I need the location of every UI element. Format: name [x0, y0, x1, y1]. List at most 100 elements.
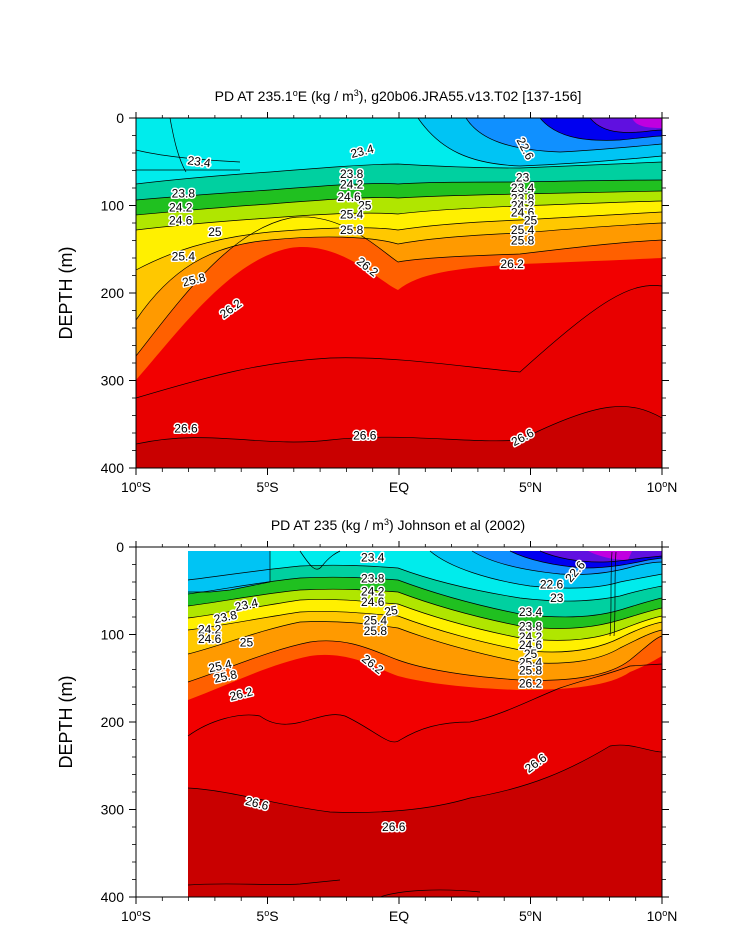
x-tick-degree: o — [137, 479, 142, 489]
x-tick-label: 10oN — [647, 479, 678, 495]
x-tick-label: EQ — [389, 479, 409, 495]
y-tick-label: 0 — [116, 539, 124, 555]
title-rest: E (kg / m — [298, 88, 354, 104]
x-tick-label: 5oN — [519, 908, 542, 924]
contour-label: 25.4 — [364, 614, 388, 628]
x-tick-num: 5 — [256, 908, 264, 924]
y-tick-label: 0 — [116, 110, 124, 126]
contour-label: 24.2 — [169, 200, 193, 214]
contour-label: 23 — [550, 591, 564, 605]
contour-label: 25.8 — [364, 624, 388, 638]
panel-model-title: PD AT 235.1oE (kg / m3), g20b06.JRA55.v1… — [215, 88, 582, 104]
contour-label: 26.6 — [174, 422, 198, 436]
x-tick-num: 5 — [519, 479, 527, 495]
contour-label: 22.6 — [540, 578, 564, 592]
band-25-4-25-8-obs — [188, 621, 662, 682]
missing-data-area — [136, 547, 188, 897]
x-tick-num: 5 — [256, 479, 264, 495]
band-23-8-24-2 — [136, 180, 662, 215]
band-26-6-plus-obs — [188, 745, 662, 897]
contour-label: 23.8 — [213, 608, 239, 627]
contour-label: 25 — [383, 603, 399, 619]
x-tick-num: 10 — [647, 479, 663, 495]
contour-label: 25 — [358, 199, 372, 213]
contour-label: 24.6 — [519, 638, 543, 652]
contour-label: 25.4 — [340, 207, 364, 221]
x-tick-degree: o — [662, 908, 667, 918]
band-21-0-21-4-obs — [588, 551, 632, 560]
band-22-6-23-0-obs — [188, 551, 270, 592]
contour-label: 24.6 — [337, 190, 361, 204]
contour-lines-model — [136, 118, 662, 445]
x-tick-degree: o — [662, 479, 667, 489]
panel-obs-title: PD AT 235 (kg / m3) Johnson et al (2002) — [271, 517, 525, 533]
contour-label: 25.4 — [519, 656, 543, 670]
contour-label: 25.4 — [172, 249, 196, 263]
band-21-0-21-4 — [632, 118, 662, 128]
y-axis-label-obs: DEPTH (m) — [56, 676, 76, 769]
contour-label: 24.2 — [198, 622, 222, 636]
band-26-2-26-6-obs — [188, 664, 662, 813]
y-tick-label: 100 — [101, 627, 125, 643]
band-25-4-25-8 — [136, 216, 662, 356]
band-24-2-24-6 — [136, 191, 662, 230]
x-tick-hemisphere: N — [532, 479, 542, 495]
contour-label: 24.2 — [511, 199, 535, 213]
contour-label: 25.4 — [511, 223, 535, 237]
title-main: PD AT 235.1 — [215, 88, 293, 104]
contour-label: 23.4 — [361, 551, 385, 565]
x-tick-hemisphere: S — [142, 479, 151, 495]
contour-label: 23.4 — [511, 181, 535, 195]
contour-label: 23.8 — [361, 572, 385, 586]
x-tick-hemisphere: S — [269, 479, 278, 495]
band-26-2-26-6 — [136, 285, 662, 444]
x-tick-num: 10 — [121, 479, 137, 495]
x-tick-degree: o — [137, 908, 142, 918]
x-tick-label: EQ — [389, 908, 409, 924]
y-tick-label: 100 — [101, 198, 125, 214]
x-tick-hemisphere: S — [269, 908, 278, 924]
title-tail: ), g20b06.JRA55.v13.T02 [137-156] — [359, 88, 582, 104]
x-tick-num: EQ — [389, 479, 409, 495]
contour-label: 23.8 — [340, 167, 364, 181]
contour-label: 25.8 — [511, 234, 535, 248]
contour-label: 26.2 — [519, 677, 543, 691]
y-tick-label: 300 — [101, 373, 125, 389]
x-tick-degree: o — [527, 908, 532, 918]
x-tick-hemisphere: N — [532, 908, 542, 924]
x-tick-num: 5 — [519, 908, 527, 924]
y-axis-label-model: DEPTH (m) — [56, 247, 76, 340]
contour-label: 25 — [208, 225, 222, 239]
contour-label: 26.6 — [382, 820, 406, 834]
contour-label: 24.2 — [519, 630, 543, 644]
y-tick-label: 200 — [101, 714, 125, 730]
x-tick-hemisphere: N — [667, 479, 677, 495]
x-tick-label: 10oN — [647, 908, 678, 924]
x-tick-degree: o — [264, 908, 269, 918]
band-26-6-plus — [136, 406, 662, 468]
x-tick-num: 10 — [121, 908, 137, 924]
plot-area-model: 23.423.4 22.623.823.824.224.224.624.62525… — [136, 118, 662, 468]
x-tick-hemisphere: S — [142, 908, 151, 924]
x-tick-label: 10oS — [121, 908, 151, 924]
contour-label: 24.6 — [198, 632, 222, 646]
x-tick-hemisphere: N — [667, 908, 677, 924]
contour-label: 23.8 — [511, 192, 535, 206]
x-tick-label: 5oN — [519, 479, 542, 495]
band-25-8-26-2 — [136, 216, 662, 380]
title-rest: ) Johnson et al (2002) — [389, 517, 525, 533]
title-sup: o — [293, 88, 298, 98]
band-23-4-23-8-obs — [188, 565, 662, 617]
surface-gap — [188, 547, 662, 551]
y-tick-label: 300 — [101, 802, 125, 818]
contour-label: 26.6 — [353, 429, 377, 443]
contour-label: 24.6 — [169, 213, 193, 227]
contour-label: 25.8 — [519, 663, 543, 677]
contour-label: 23.4 — [234, 595, 260, 614]
contour-lines-obs — [187, 550, 662, 897]
panel-model: PD AT 235.1oE (kg / m3), g20b06.JRA55.v1… — [56, 88, 677, 495]
contour-label: 24.6 — [511, 206, 535, 220]
